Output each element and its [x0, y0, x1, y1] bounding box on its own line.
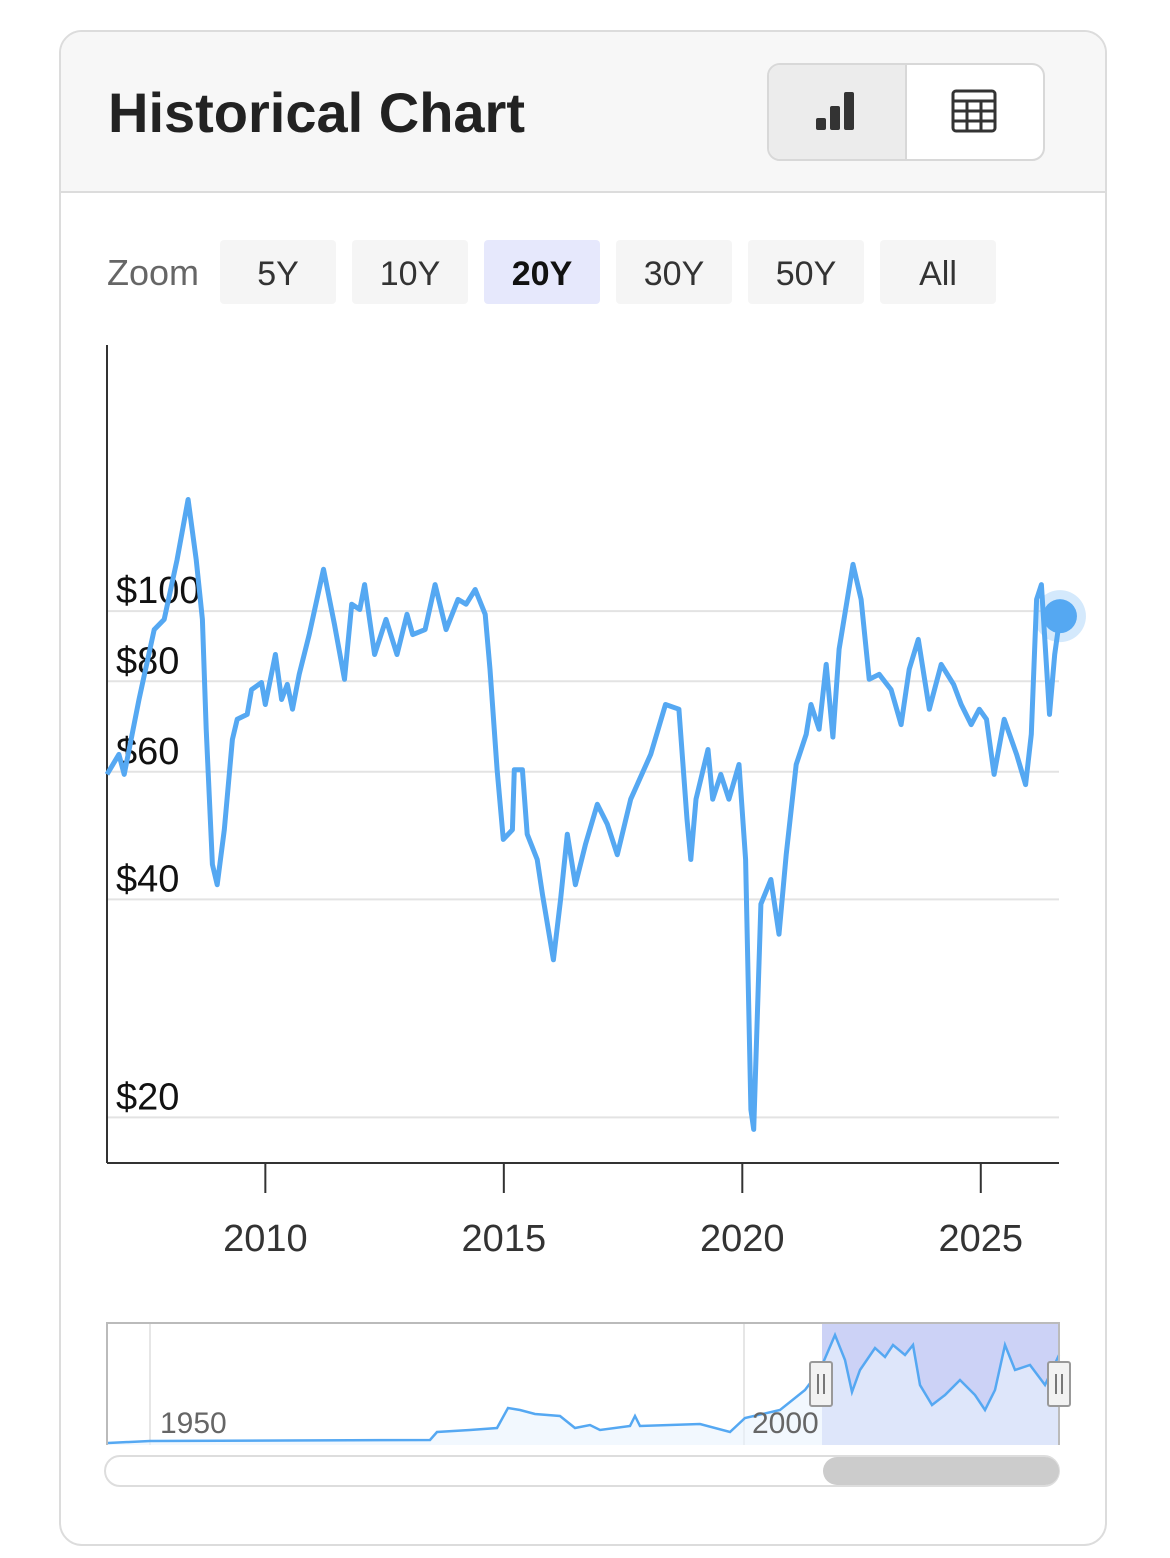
zoom-button-bg — [220, 240, 336, 304]
scrollbar-thumb[interactable] — [823, 1457, 1059, 1485]
zoom-button-label: All — [919, 255, 957, 293]
zoom-button[interactable]: 20Y — [484, 240, 600, 304]
zoom-button-bg — [484, 240, 600, 304]
y-tick-label: $40 — [116, 858, 179, 900]
zoom-button-label: 20Y — [512, 255, 573, 293]
zoom-button[interactable]: 30Y — [616, 240, 732, 304]
zoom-button-bg — [352, 240, 468, 304]
zoom-button[interactable]: 10Y — [352, 240, 468, 304]
zoom-button-label: 10Y — [380, 255, 441, 293]
view-toggle — [767, 63, 1045, 161]
navigator-area — [108, 1335, 1059, 1445]
navigator-handle[interactable] — [809, 1361, 833, 1407]
zoom-button-bg — [880, 240, 996, 304]
zoom-bar: Zoom 5Y 10Y 20Y 30Y 50Y All — [107, 240, 996, 304]
y-tick-label: $100 — [116, 570, 201, 612]
zoom-button-label: 5Y — [257, 255, 299, 293]
navigator-handle[interactable] — [1047, 1361, 1071, 1407]
card — [59, 30, 1107, 1546]
zoom-button[interactable]: All — [880, 240, 996, 304]
x-tick-label: 2020 — [700, 1218, 785, 1260]
zoom-button[interactable]: 5Y — [220, 240, 336, 304]
navigator: 1950 2000 — [104, 1322, 1071, 1487]
zoom-label: Zoom — [107, 252, 199, 293]
x-tick-label: 2025 — [939, 1218, 1024, 1260]
price-line — [104, 497, 1063, 1132]
bar-icon — [816, 92, 854, 130]
table-icon — [951, 89, 997, 133]
zoom-button-label: 50Y — [776, 255, 837, 293]
zoom-button-label: 30Y — [644, 255, 705, 293]
x-tick-label: 2015 — [462, 1218, 547, 1260]
zoom-button-bg — [616, 240, 732, 304]
navigator-label: 2000 — [752, 1407, 819, 1440]
navigator-label: 1950 — [160, 1407, 227, 1440]
x-tick-label: 2010 — [223, 1218, 308, 1260]
y-tick-label: $20 — [116, 1076, 179, 1118]
zoom-button[interactable]: 50Y — [748, 240, 864, 304]
zoom-button-bg — [748, 240, 864, 304]
last-point — [1042, 599, 1077, 634]
title: Historical Chart — [108, 81, 525, 144]
